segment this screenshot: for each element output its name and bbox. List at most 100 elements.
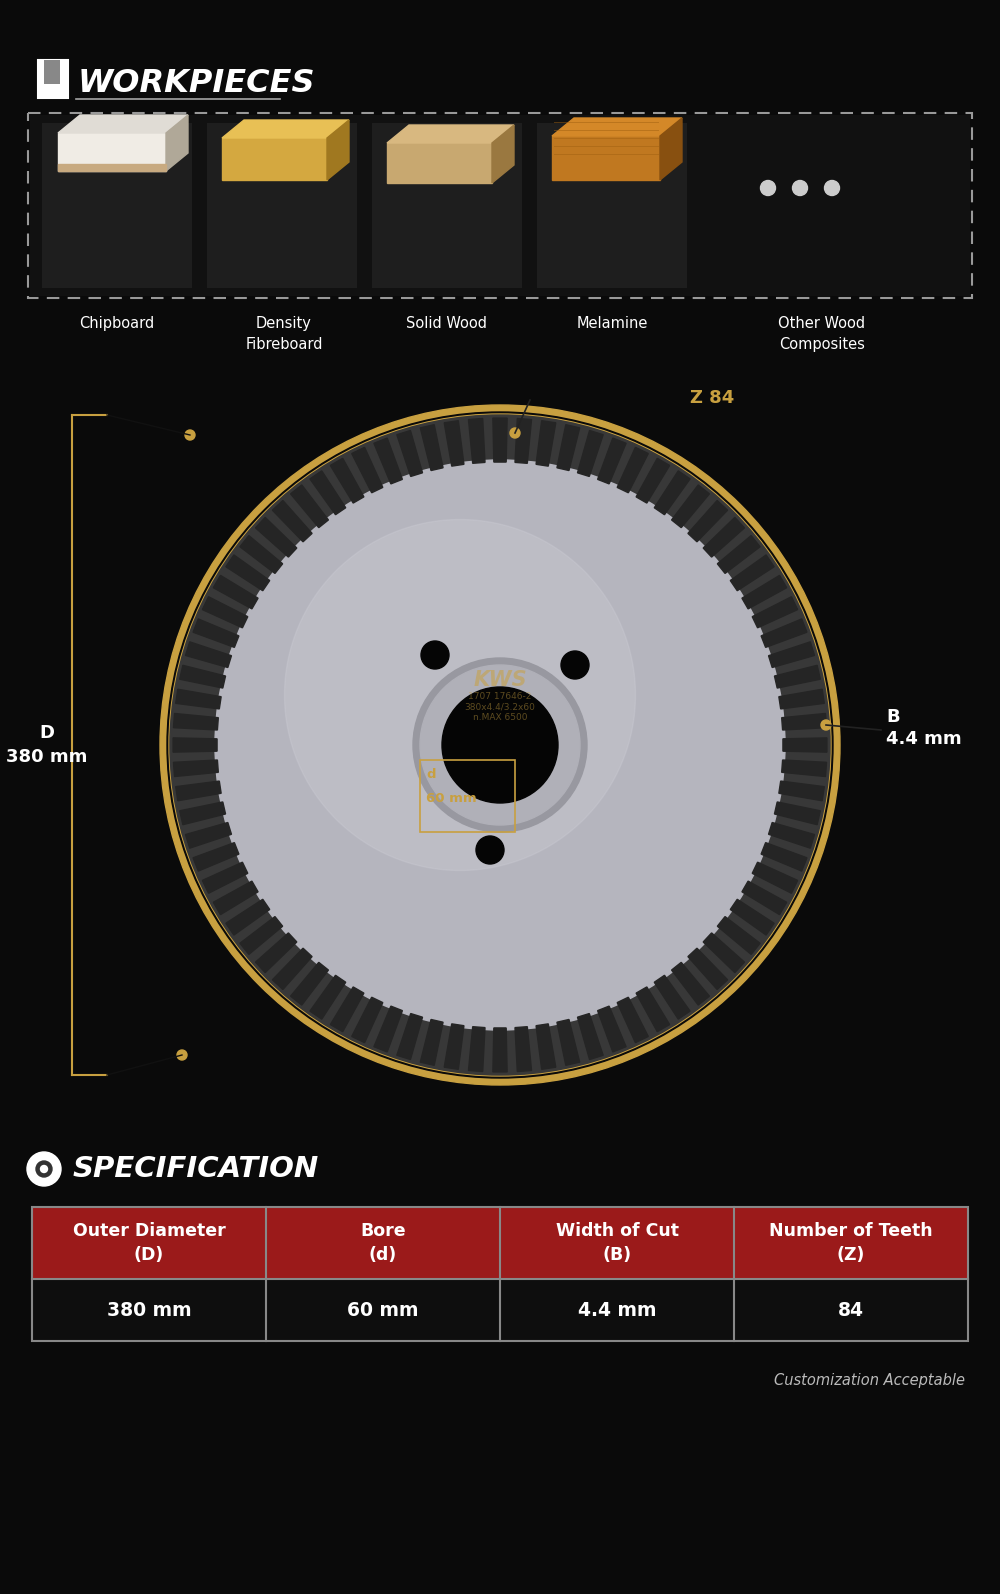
Polygon shape [654,976,690,1019]
Polygon shape [761,618,807,647]
Polygon shape [598,438,626,485]
Polygon shape [769,642,815,668]
Polygon shape [717,917,760,955]
Text: D
380 mm: D 380 mm [6,724,88,765]
Polygon shape [185,823,231,848]
Polygon shape [222,120,349,139]
Text: 4.4 mm: 4.4 mm [578,1301,656,1320]
Polygon shape [420,424,443,470]
Polygon shape [742,575,787,609]
Polygon shape [185,642,231,668]
Polygon shape [222,139,327,180]
Polygon shape [397,430,423,477]
Polygon shape [782,760,827,776]
Polygon shape [310,976,346,1019]
Circle shape [561,650,589,679]
Text: d: d [426,768,436,781]
Circle shape [36,1160,52,1176]
Circle shape [421,641,449,669]
Polygon shape [598,1006,626,1052]
Circle shape [185,430,195,440]
Text: B
4.4 mm: B 4.4 mm [886,708,962,748]
FancyBboxPatch shape [537,123,687,289]
Polygon shape [387,143,492,183]
FancyBboxPatch shape [42,123,192,289]
Text: Customization Acceptable: Customization Acceptable [774,1372,965,1388]
Polygon shape [769,823,815,848]
Polygon shape [536,421,556,465]
Polygon shape [468,419,485,464]
Polygon shape [557,424,580,470]
Polygon shape [176,781,221,800]
Polygon shape [468,1027,485,1071]
Polygon shape [552,118,682,135]
Polygon shape [557,1020,580,1065]
Polygon shape [577,1014,603,1060]
Polygon shape [730,899,774,936]
Circle shape [170,414,830,1074]
Text: 60 mm: 60 mm [347,1301,419,1320]
Polygon shape [330,987,364,1031]
Circle shape [285,520,636,870]
FancyBboxPatch shape [372,123,522,289]
Polygon shape [703,518,745,556]
Polygon shape [730,555,774,591]
Polygon shape [202,596,248,628]
Polygon shape [255,518,297,556]
Polygon shape [255,932,297,972]
Circle shape [442,687,558,803]
Polygon shape [779,689,824,709]
Polygon shape [226,899,270,936]
Polygon shape [291,963,328,1006]
Polygon shape [213,881,258,915]
Polygon shape [58,164,166,171]
Polygon shape [782,714,827,730]
Circle shape [821,720,831,730]
Text: 84: 84 [838,1301,864,1320]
Circle shape [160,405,840,1086]
Polygon shape [672,963,709,1006]
Circle shape [792,180,808,196]
Polygon shape [374,438,402,485]
Polygon shape [226,555,270,591]
Polygon shape [761,843,807,870]
Polygon shape [173,714,218,730]
FancyBboxPatch shape [32,1278,968,1341]
Polygon shape [742,881,787,915]
Polygon shape [374,1006,402,1052]
Polygon shape [310,470,346,515]
Text: SPECIFICATION: SPECIFICATION [73,1156,319,1183]
Polygon shape [577,430,603,477]
Text: Solid Wood: Solid Wood [406,316,488,332]
Polygon shape [688,948,728,990]
Polygon shape [420,1020,443,1065]
Circle shape [824,180,840,196]
Polygon shape [444,1023,464,1070]
Polygon shape [58,132,166,171]
Text: Z 84: Z 84 [690,389,734,406]
Polygon shape [717,536,760,574]
Polygon shape [240,917,283,955]
Circle shape [413,658,587,832]
Polygon shape [617,448,648,493]
Polygon shape [193,843,239,870]
Polygon shape [173,738,217,752]
Polygon shape [444,421,464,465]
Text: Other Wood
Composites: Other Wood Composites [778,316,866,352]
Polygon shape [176,689,221,709]
Polygon shape [774,802,820,824]
Polygon shape [617,998,648,1042]
Text: Melamine: Melamine [576,316,648,332]
Polygon shape [515,1027,532,1071]
Polygon shape [492,124,514,183]
Circle shape [177,1050,187,1060]
Polygon shape [166,115,188,171]
Polygon shape [397,1014,423,1060]
Polygon shape [352,998,383,1042]
Circle shape [40,1165,48,1173]
Polygon shape [672,485,709,528]
Polygon shape [173,760,218,776]
Text: 60 mm: 60 mm [426,792,477,805]
Circle shape [510,429,520,438]
Polygon shape [352,448,383,493]
